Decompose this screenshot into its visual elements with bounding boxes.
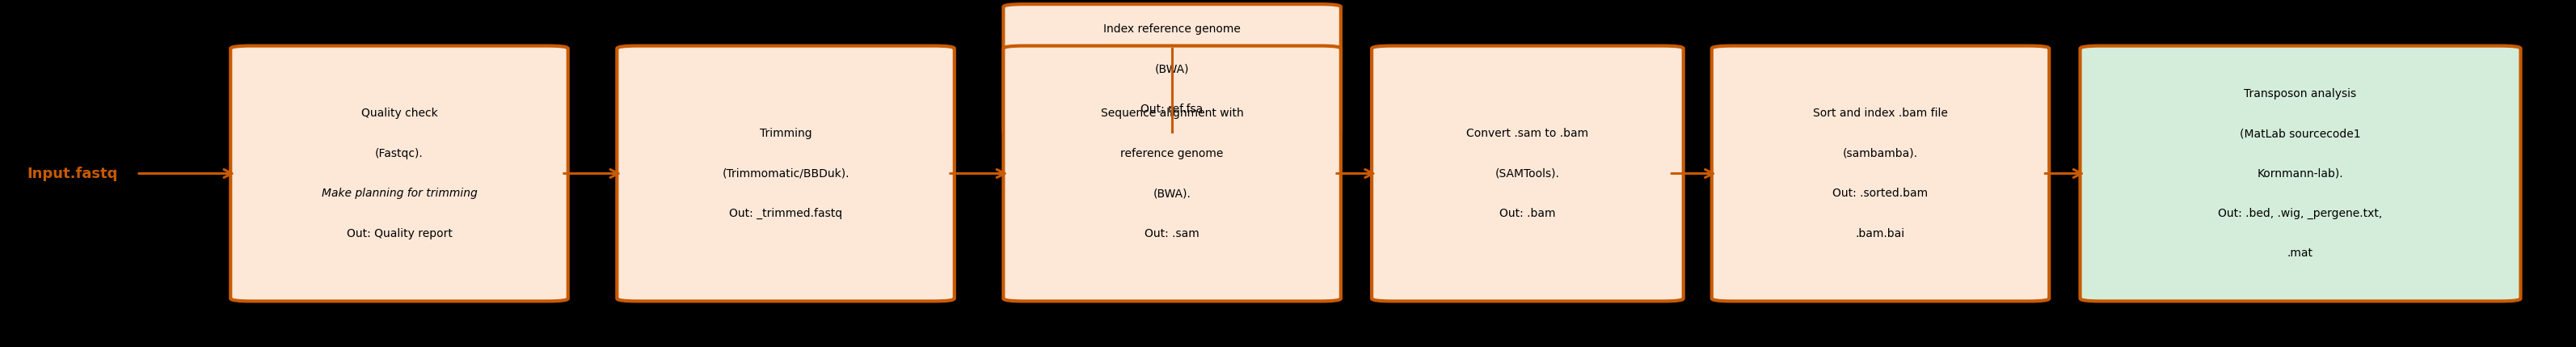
Text: reference genome: reference genome [1121, 148, 1224, 159]
Text: Kornmann-lab).: Kornmann-lab). [2257, 168, 2344, 179]
Text: (SAMTools).: (SAMTools). [1494, 168, 1561, 179]
Text: (BWA): (BWA) [1154, 64, 1190, 75]
Text: Trimming: Trimming [760, 128, 811, 139]
Text: Out: ref.fsa: Out: ref.fsa [1141, 104, 1203, 115]
Text: (Trimmomatic/BBDuk).: (Trimmomatic/BBDuk). [721, 168, 850, 179]
Text: Out: .bam: Out: .bam [1499, 208, 1556, 219]
Text: Out: .sam: Out: .sam [1144, 228, 1200, 239]
Text: Out: .sorted.bam: Out: .sorted.bam [1832, 188, 1929, 199]
FancyBboxPatch shape [1710, 46, 2048, 301]
Text: (sambamba).: (sambamba). [1842, 148, 1919, 159]
Text: (Fastqc).: (Fastqc). [376, 148, 422, 159]
Text: Make planning for trimming: Make planning for trimming [322, 188, 477, 199]
Text: Sort and index .bam file: Sort and index .bam file [1814, 108, 1947, 119]
FancyBboxPatch shape [229, 46, 567, 301]
Text: Out: .bed, .wig, _pergene.txt,: Out: .bed, .wig, _pergene.txt, [2218, 208, 2383, 219]
Text: (MatLab sourcecode1: (MatLab sourcecode1 [2241, 128, 2360, 139]
Text: Out: Quality report: Out: Quality report [345, 228, 453, 239]
Text: Transposon analysis: Transposon analysis [2244, 88, 2357, 99]
Text: .mat: .mat [2287, 248, 2313, 259]
FancyBboxPatch shape [2081, 46, 2519, 301]
FancyBboxPatch shape [1005, 4, 1340, 135]
Text: Input.fastq: Input.fastq [26, 166, 118, 181]
Text: .bam.bai: .bam.bai [1855, 228, 1906, 239]
Text: Index reference genome: Index reference genome [1103, 24, 1242, 35]
FancyBboxPatch shape [1370, 46, 1682, 301]
Text: Out: _trimmed.fastq: Out: _trimmed.fastq [729, 208, 842, 219]
Text: Quality check: Quality check [361, 108, 438, 119]
FancyBboxPatch shape [616, 46, 953, 301]
FancyBboxPatch shape [1005, 46, 1340, 301]
Text: (BWA).: (BWA). [1154, 188, 1190, 199]
Text: Sequence alignment with: Sequence alignment with [1100, 108, 1244, 119]
Text: Convert .sam to .bam: Convert .sam to .bam [1466, 128, 1589, 139]
